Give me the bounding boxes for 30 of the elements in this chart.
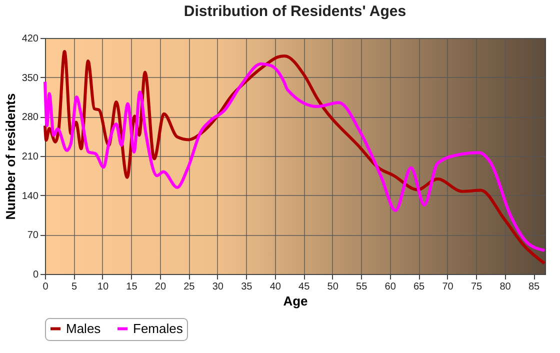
chart-title: Distribution of Residents' Ages: [184, 3, 406, 20]
x-tick-label: 50: [327, 282, 339, 292]
x-tick-label: 55: [356, 282, 368, 292]
legend-label: Males: [66, 320, 102, 336]
x-tick-label: 35: [241, 282, 253, 292]
x-tick-label: 65: [414, 282, 426, 292]
x-tick-label: 85: [528, 282, 540, 292]
x-tick-label: 45: [298, 282, 310, 292]
x-tick-label: 5: [71, 282, 78, 292]
y-tick-label: 70: [27, 230, 39, 242]
x-tick-label: 30: [212, 282, 224, 292]
x-tick-label: 70: [442, 282, 454, 292]
y-tick-label: 420: [22, 34, 39, 44]
x-tick-label: 60: [384, 282, 396, 292]
x-tick-label: 25: [184, 282, 196, 292]
y-tick-label: 140: [22, 190, 39, 202]
x-tick-label: 15: [126, 282, 138, 292]
y-axis-title: Number of residents: [2, 93, 18, 220]
x-tick-label: 80: [500, 282, 512, 292]
x-tick-label: 40: [270, 282, 282, 292]
y-tick-label: 350: [22, 72, 39, 84]
y-tick-label: 280: [22, 112, 39, 124]
x-axis-title: Age: [283, 294, 308, 308]
y-tick-label: 210: [22, 152, 39, 162]
x-tick-label: 10: [97, 282, 109, 292]
x-tick-label: 20: [154, 282, 166, 292]
x-tick-label: 75: [470, 282, 483, 292]
legend-label: Females: [133, 320, 184, 336]
y-tick-label: 0: [32, 270, 39, 280]
x-tick-label: 0: [42, 282, 49, 292]
